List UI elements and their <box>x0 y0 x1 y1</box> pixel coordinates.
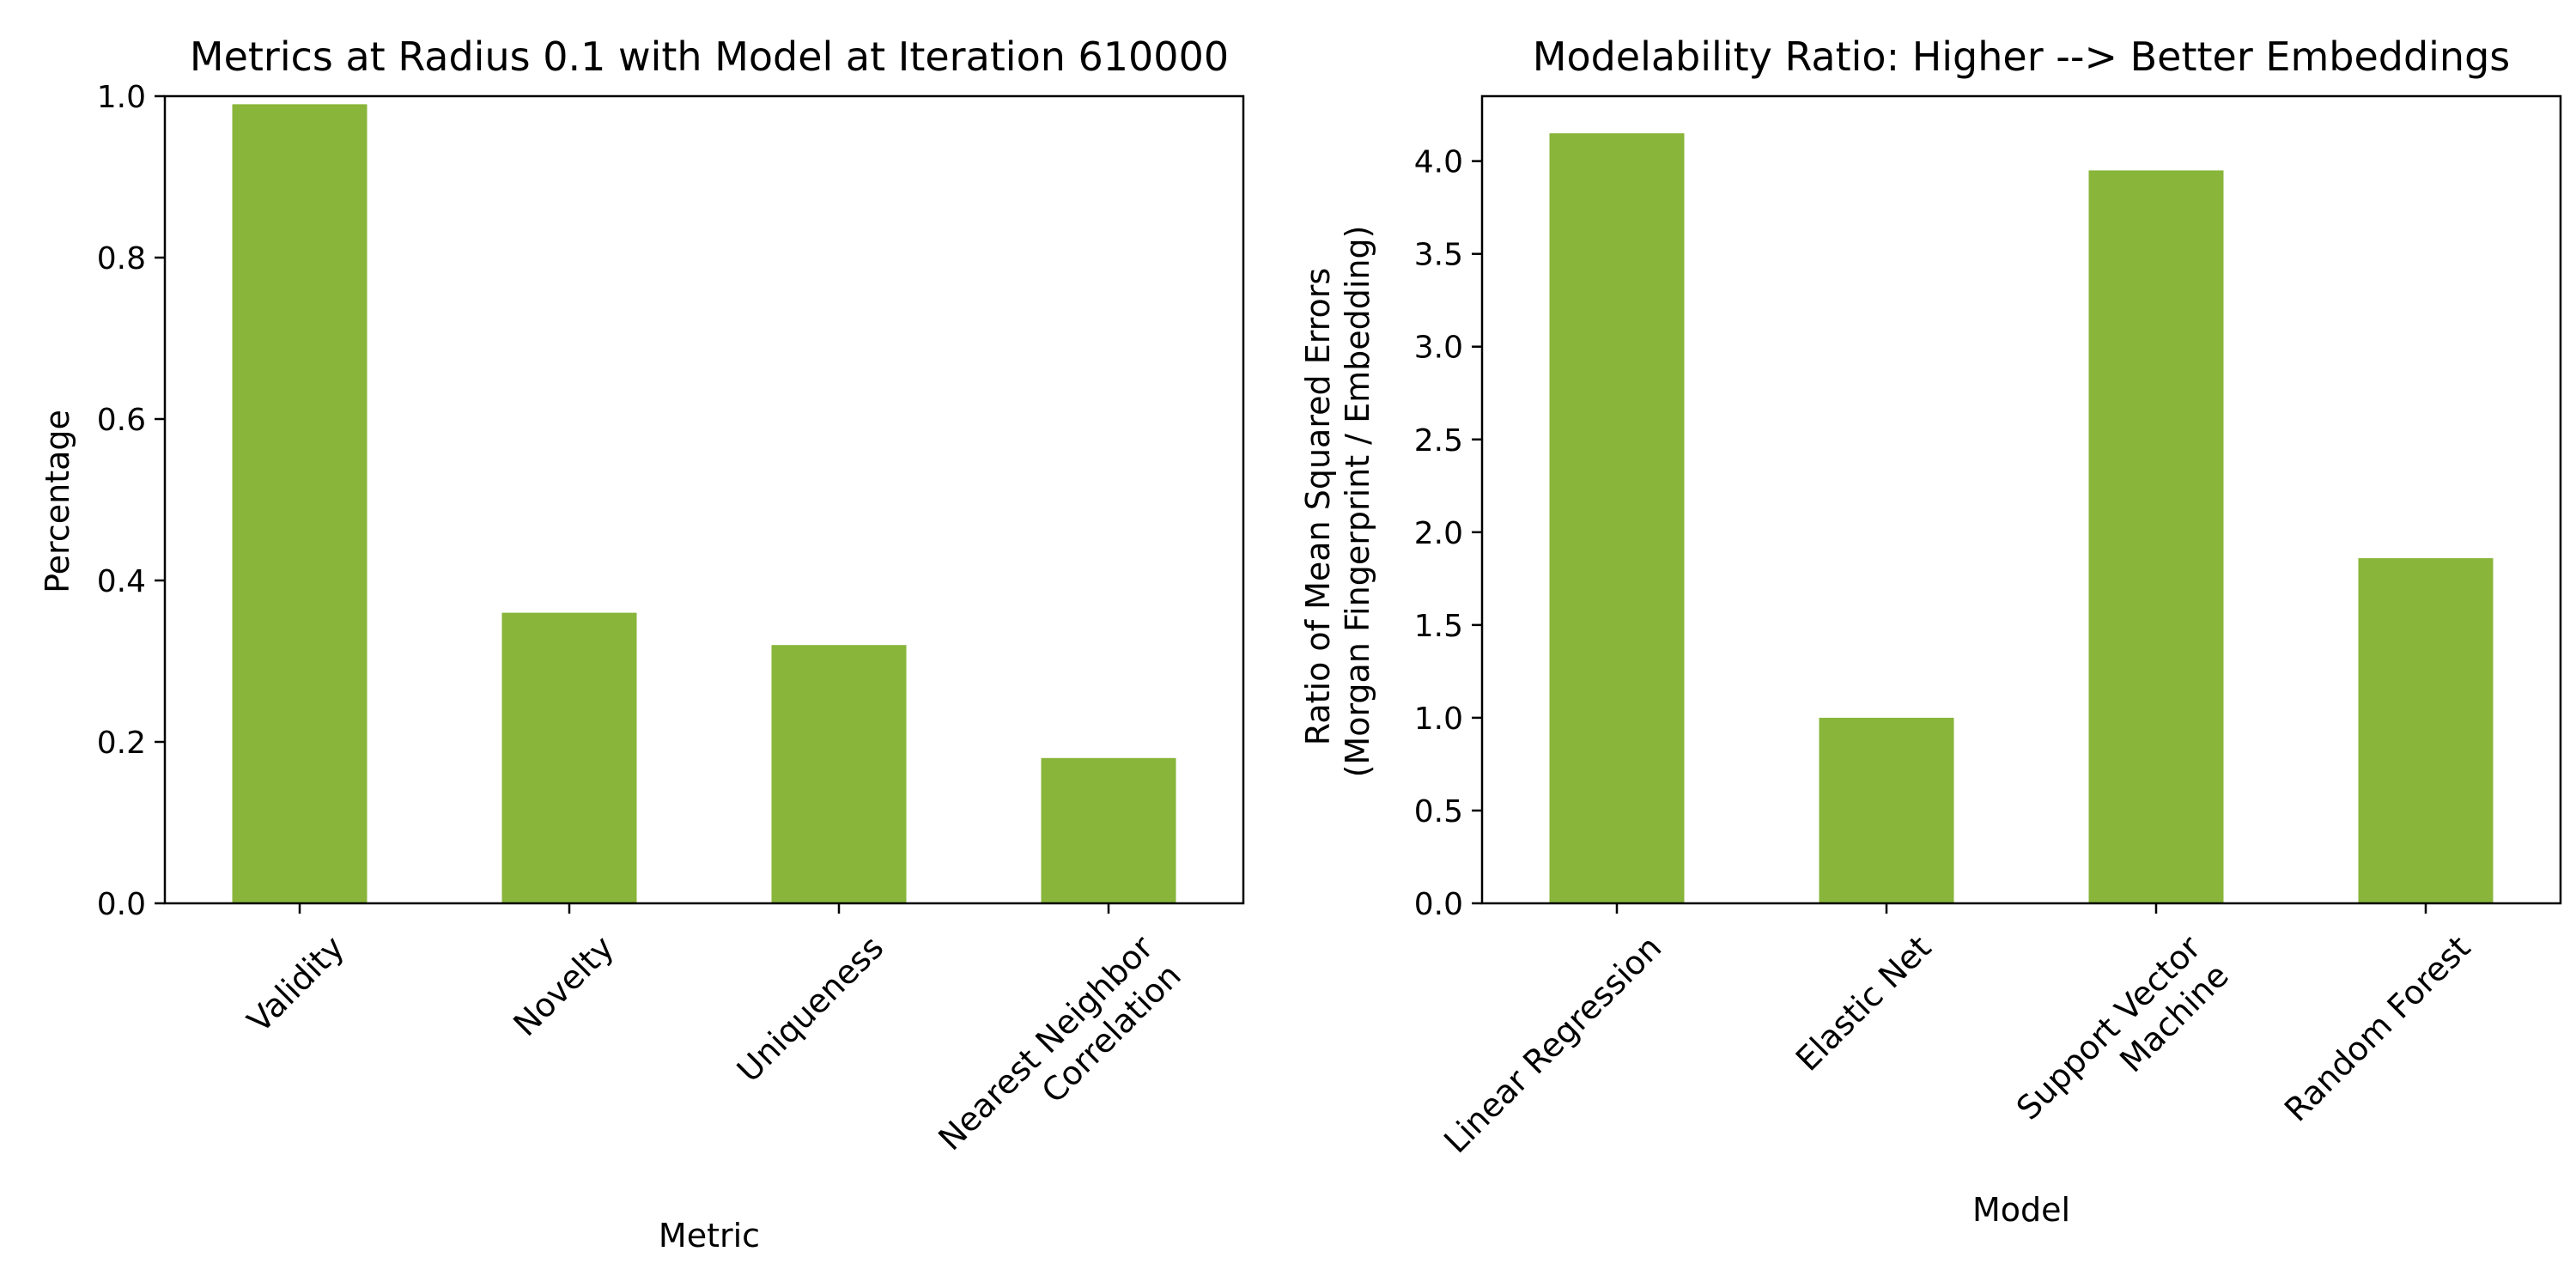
axes-frame <box>163 94 1245 905</box>
bar <box>232 104 368 903</box>
y-tick-label: 3.0 <box>1414 331 1463 366</box>
y-tick-label: 1.5 <box>1414 609 1463 644</box>
bar <box>2088 170 2224 904</box>
y-tick-label: 1.0 <box>97 80 146 115</box>
bar <box>2358 558 2494 903</box>
axes-frame <box>1480 94 2562 905</box>
y-tick-label: 3.5 <box>1414 238 1463 273</box>
y-tick-label: 0.4 <box>97 564 146 599</box>
y-tick-label: 0.0 <box>1414 887 1463 922</box>
y-tick-label: 0.5 <box>1414 794 1463 829</box>
y-axis-label-line: Ratio of Mean Squared Errors <box>1299 268 1337 745</box>
y-axis-label: Ratio of Mean Squared Errors (Morgan Fin… <box>1299 226 1376 778</box>
y-tick-label: 4.0 <box>1414 145 1463 180</box>
y-tick-label: 0.0 <box>97 887 146 922</box>
y-tick-label: 1.0 <box>1414 702 1463 737</box>
bar <box>1549 133 1685 903</box>
y-axis-label-line: (Morgan Fingerprint / Embedding) <box>1339 226 1376 778</box>
chart-title: Metrics at Radius 0.1 with Model at Iter… <box>190 33 1229 80</box>
y-tick-label: 0.8 <box>97 241 146 276</box>
x-axis-label: Metric <box>659 1217 760 1255</box>
bar <box>1819 717 1954 903</box>
y-axis-label: Percentage <box>39 410 76 593</box>
bar <box>501 612 637 903</box>
y-tick-label: 2.5 <box>1414 423 1463 459</box>
bar <box>1041 757 1176 903</box>
y-tick-label: 0.6 <box>97 403 146 438</box>
y-tick-label: 0.2 <box>97 726 146 761</box>
x-axis-label: Model <box>1972 1191 2070 1229</box>
y-tick-label: 2.0 <box>1414 516 1463 551</box>
chart-title: Modelability Ratio: Higher --> Better Em… <box>1533 33 2511 80</box>
bar <box>771 645 907 903</box>
